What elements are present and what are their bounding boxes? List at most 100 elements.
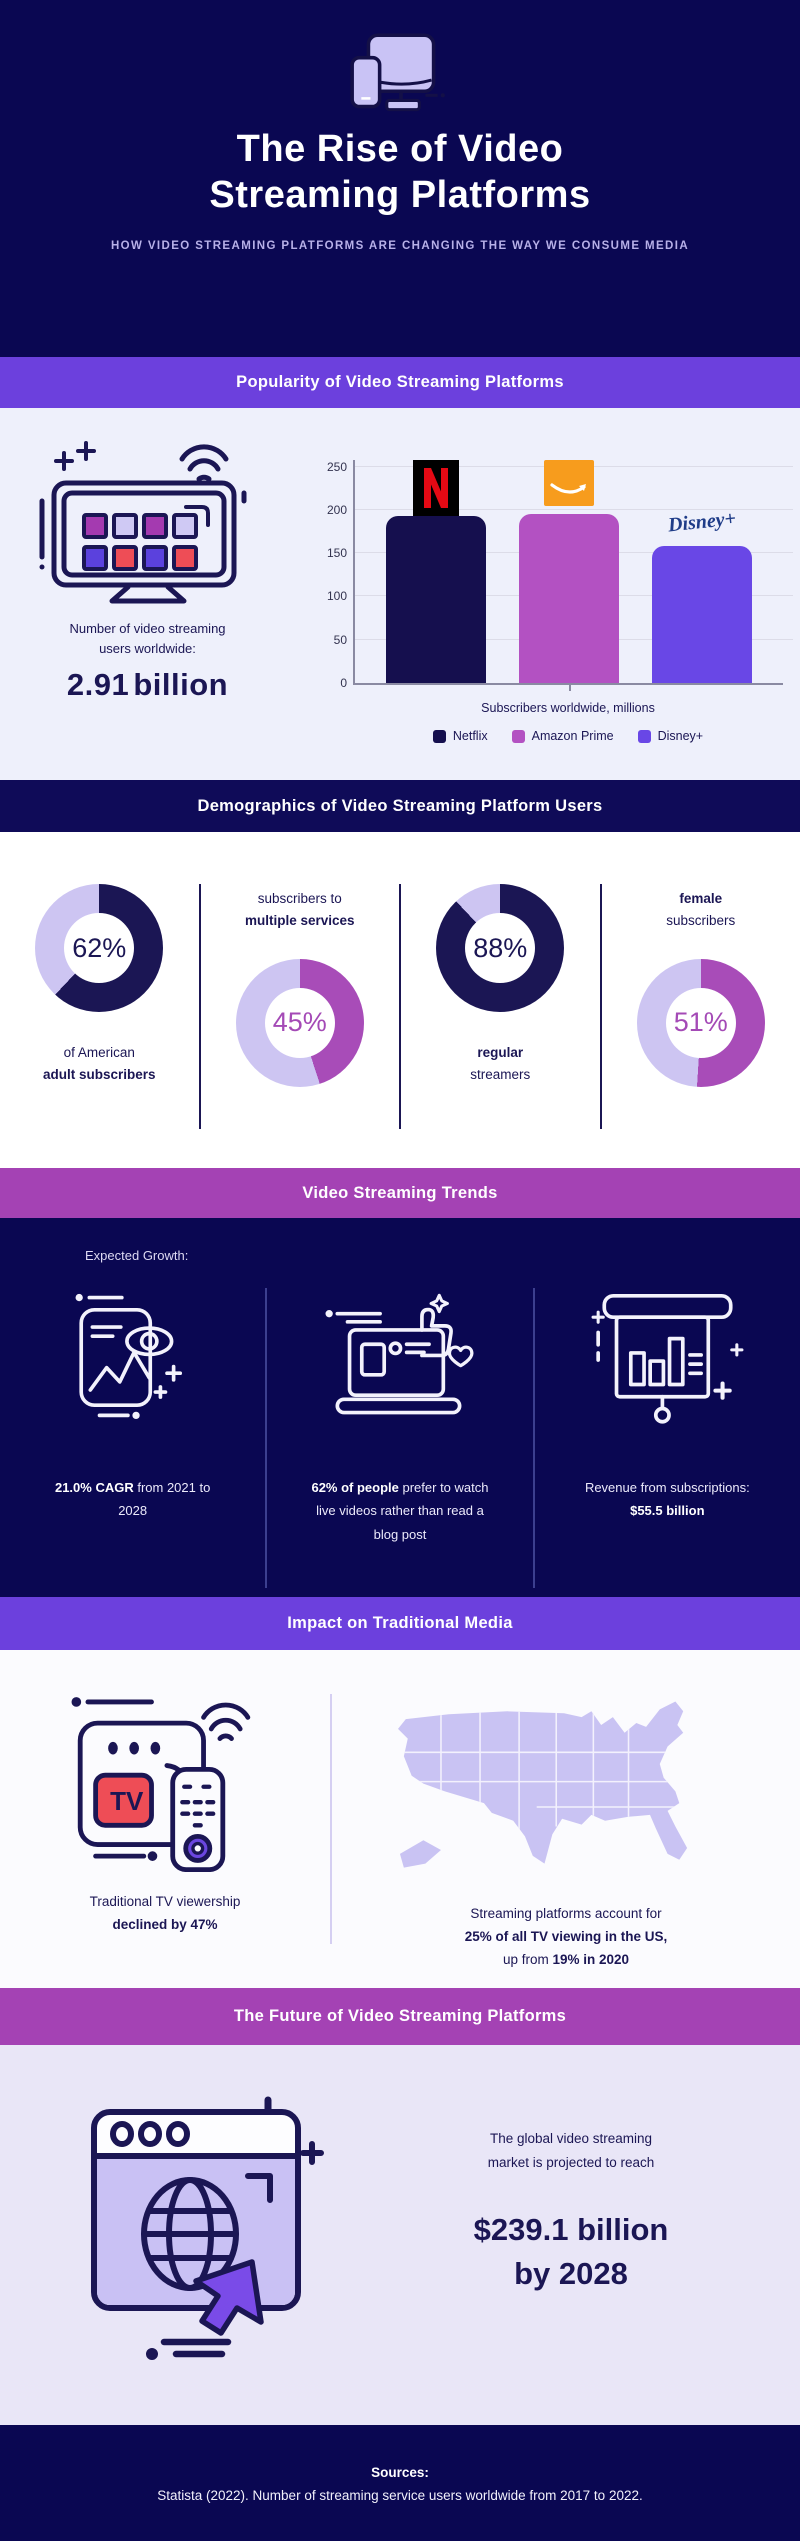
caption-normal: subscribers [666, 913, 736, 929]
demo-col-regular-streamers: 88% regular streamers [401, 832, 600, 1168]
users-caption-line2: users worldwide: [99, 641, 196, 657]
caption-line: Traditional TV viewership [89, 1894, 241, 1909]
intro-line1: The global video streaming [489, 2131, 653, 2146]
legend-swatch-disney [637, 729, 651, 743]
donut-value: 62% [72, 932, 127, 963]
donut-chart-female-subscribers: 51% [636, 958, 765, 1087]
y-tick: 150 [326, 546, 347, 560]
trend-text: Revenue from subscriptions: [584, 1480, 750, 1495]
donut-hole: 45% [264, 987, 335, 1058]
donut-chart-adult-subscribers: 62% [35, 884, 164, 1012]
x-axis-tick [569, 684, 571, 691]
donut-value: 88% [473, 932, 528, 963]
projection-intro: The global video streaming market is pro… [390, 2127, 752, 2174]
banner-demographics-label: Demographics of Video Streaming Platform… [197, 796, 603, 815]
divider [265, 1288, 268, 1588]
legend-swatch-amazon [511, 729, 525, 743]
title-line1: The Rise of Video [236, 128, 564, 170]
section-trends: Expected Growth: 21.0% CAGR from 20 [0, 1218, 800, 1597]
live-video-icon [321, 1278, 479, 1438]
intro-line2: market is projected to reach [487, 2154, 655, 2170]
legend-item-disney: Disney+ [637, 729, 704, 743]
amount-line2: by 2028 [514, 2255, 628, 2291]
legend-item-amazon: Amazon Prime [511, 729, 614, 743]
donut-hole: 62% [64, 913, 135, 983]
divider [198, 884, 201, 1129]
donut-hole: 51% [665, 987, 736, 1058]
bar-disney-plus [652, 545, 753, 683]
amazon-prime-logo [543, 460, 594, 506]
caption-normal: streamers [470, 1067, 531, 1083]
legend-label-netflix: Netflix [452, 729, 488, 743]
section-future: The global video streaming market is pro… [0, 2045, 800, 2425]
trend-text: prefer to watch live videos rather than … [316, 1480, 489, 1542]
tv-viewership-caption: Traditional TV viewership declined by 47… [0, 1891, 330, 1937]
banner-popularity-label: Popularity of Video Streaming Platforms [236, 373, 564, 391]
bar-cell-netflix [380, 460, 492, 683]
market-projection-block: The global video streaming market is pro… [390, 2045, 800, 2295]
users-worldwide-block: Number of video streaming users worldwid… [0, 408, 295, 780]
browser-globe-icon [91, 2096, 324, 2360]
tv-screen-label: TV [110, 1786, 144, 1816]
browser-globe-block [0, 2045, 390, 2374]
donut-hole: 88% [465, 913, 536, 983]
chart-x-label: Subscribers worldwide, millions [481, 701, 655, 715]
demo-col-multiple-services: subscribers to multiple services 45% [201, 832, 400, 1168]
bar-cell-amazon [513, 460, 625, 683]
bar-netflix [385, 516, 486, 683]
disneyplus-logo: Disney+ [667, 507, 738, 537]
banner-impact: Impact on Traditional Media [0, 1597, 800, 1650]
caption-text: up from [502, 1951, 553, 1967]
chart-legend: Netflix Amazon Prime Disney+ [353, 729, 783, 743]
y-tick: 50 [333, 633, 347, 647]
trend-card-live-video: 62% of people prefer to watch live video… [267, 1278, 532, 1588]
amount-line1: $239.1 billion [473, 2212, 669, 2248]
page-title: The Rise of Video Streaming Platforms [0, 127, 800, 218]
legend-label-disney: Disney+ [657, 729, 704, 743]
trend-card-cagr: 21.0% CAGR from 2021 to 2028 [0, 1278, 265, 1588]
caption-line: Streaming platforms account for [470, 1906, 662, 1921]
trend-caption-revenue: Revenue from subscriptions: $55.5 billio… [575, 1476, 760, 1523]
header: The Rise of Video Streaming Platforms HO… [0, 0, 800, 357]
donut-chart-multiple-services: 45% [235, 958, 364, 1087]
netflix-logo [412, 460, 459, 517]
caption-bold: female [679, 891, 723, 906]
donut-value: 45% [272, 1007, 327, 1038]
banner-trends: Video Streaming Trends [0, 1168, 800, 1218]
donut-value: 51% [673, 1007, 728, 1038]
banner-demographics: Demographics of Video Streaming Platform… [0, 780, 800, 832]
section-popularity: Number of video streaming users worldwid… [0, 408, 800, 780]
revenue-chart-icon [590, 1278, 745, 1438]
caption-bold: adult subscribers [42, 1067, 156, 1083]
divider [532, 1288, 535, 1588]
gridline [355, 509, 793, 510]
y-tick: 200 [326, 503, 347, 517]
expected-growth-label: Expected Growth: [85, 1248, 189, 1263]
banner-trends-label: Video Streaming Trends [302, 1183, 498, 1202]
title-line2: Streaming Platforms [209, 173, 591, 216]
subscribers-bar-chart: 0 50 100 150 200 250 [295, 408, 800, 780]
sources-line: Statista (2022). Number of streaming ser… [157, 2488, 643, 2503]
trend-card-revenue: Revenue from subscriptions: $55.5 billio… [535, 1278, 800, 1588]
caption-bold: 25% of all TV viewing in the US, [464, 1928, 668, 1944]
devices-icon [0, 30, 800, 127]
section-impact: TV Traditional TV viewership declined by… [0, 1650, 800, 1988]
trend-caption-live-video: 62% of people prefer to watch live video… [307, 1476, 492, 1546]
streaming-share-caption: Streaming platforms account for 25% of a… [332, 1903, 800, 1972]
projection-amount: $239.1 billion by 2028 [390, 2208, 752, 2295]
page-subtitle: HOW VIDEO STREAMING PLATFORMS ARE CHANGI… [110, 240, 690, 253]
demo-col-female-subscribers: female subscribers 51% [602, 832, 800, 1168]
demo-caption-regular-streamers: regular streamers [470, 1042, 530, 1087]
divider [599, 884, 602, 1129]
caption-bold: declined by 47% [112, 1916, 218, 1932]
demo-caption-female-subscribers: female subscribers [666, 888, 735, 933]
caption-normal: of American [63, 1045, 135, 1060]
demo-col-adult-subscribers: 62% of American adult subscribers [0, 832, 199, 1168]
caption-bold: 19% in 2020 [552, 1951, 630, 1967]
tv-viewership-block: TV Traditional TV viewership declined by… [0, 1650, 330, 1988]
demo-caption-adult-subscribers: of American adult subscribers [43, 1042, 156, 1087]
demo-caption-multiple-services: subscribers to multiple services [245, 888, 355, 933]
tv-remote-icon: TV [71, 1697, 251, 1873]
caption-line3: up from 19% in 2020 [332, 1949, 800, 1972]
bar-cell-disney: Disney+ [646, 460, 758, 683]
